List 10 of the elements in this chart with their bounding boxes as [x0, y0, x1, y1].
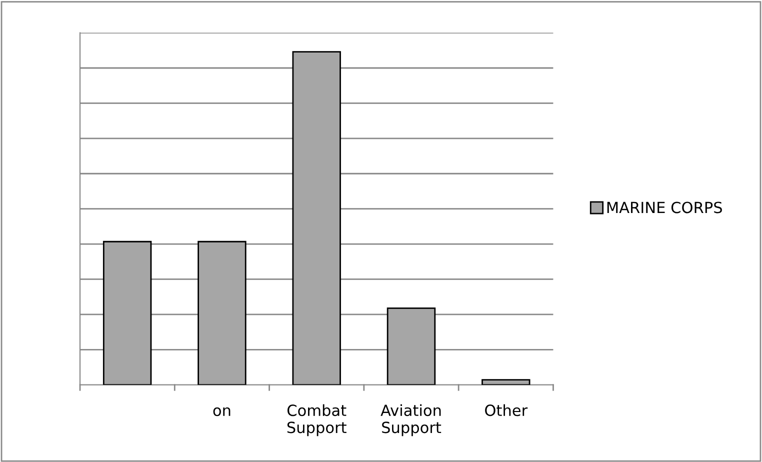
bar [198, 240, 246, 385]
x-tick-label: Aviation Support [380, 404, 442, 436]
bar [386, 308, 436, 385]
x-tick-label: on [213, 407, 230, 416]
legend-label: MARINE CORPS [607, 202, 722, 214]
x-tick-label: Other [485, 404, 528, 416]
bar [102, 240, 152, 385]
bar [292, 51, 341, 385]
x-tick-label: Combat Support [287, 404, 346, 436]
bar [482, 379, 530, 385]
